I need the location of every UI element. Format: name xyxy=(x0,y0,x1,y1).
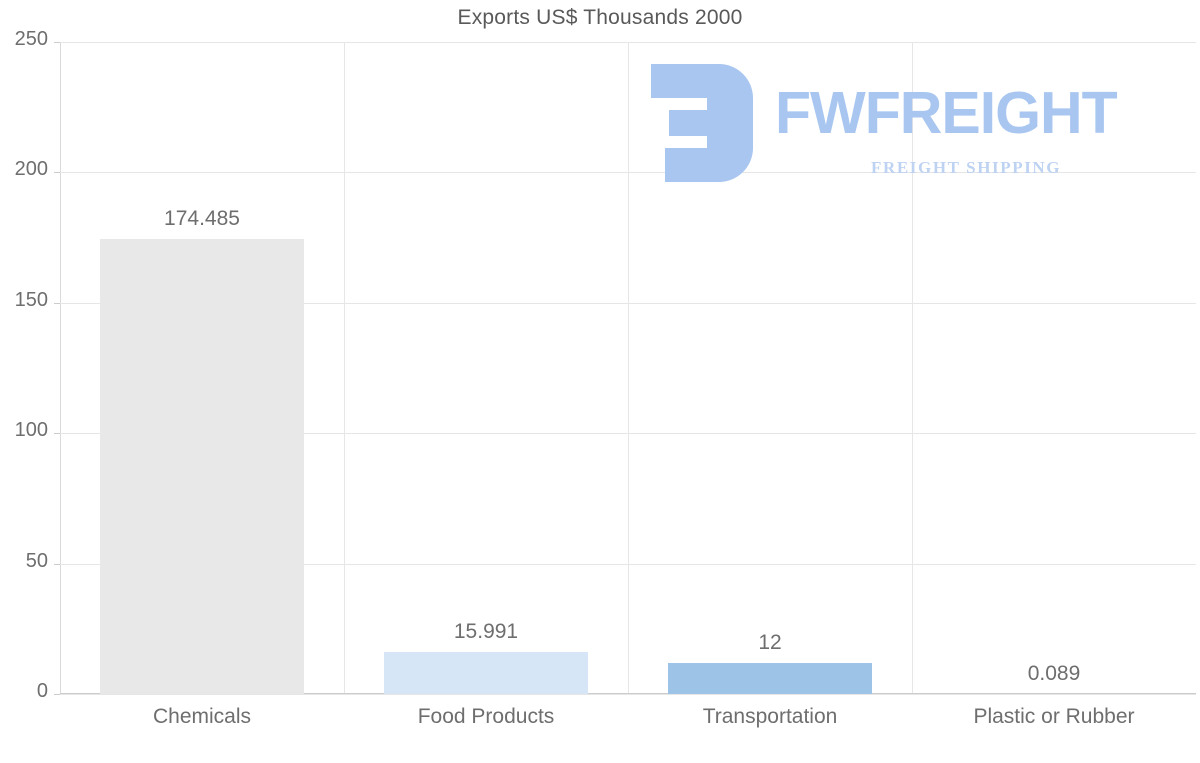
gridline-vertical xyxy=(344,42,345,694)
y-axis-tick-label: 0 xyxy=(36,680,48,702)
y-axis-tick-mark xyxy=(54,42,60,43)
x-axis-category-label: Food Products xyxy=(417,705,555,728)
y-axis-tick-mark xyxy=(54,563,60,565)
y-axis-tick-mark xyxy=(54,302,60,304)
y-axis-tick-label: 150 xyxy=(14,288,48,311)
bar-value-label: 15.991 xyxy=(453,620,519,644)
y-axis-tick-mark xyxy=(54,694,60,695)
y-axis-tick-label: 200 xyxy=(14,158,48,181)
x-axis-category-label: Chemicals xyxy=(152,705,252,728)
bar-value-label: 12 xyxy=(758,630,782,654)
x-axis-category-label: Plastic or Rubber xyxy=(973,705,1135,728)
bar[interactable] xyxy=(383,652,589,694)
bar[interactable] xyxy=(99,238,305,694)
plot-area xyxy=(60,42,1196,695)
gridline-vertical xyxy=(628,42,629,694)
x-axis-baseline xyxy=(60,693,1196,694)
bar-value-label: 0.089 xyxy=(1027,661,1081,685)
y-axis-tick-label: 250 xyxy=(14,28,48,50)
gridline-horizontal xyxy=(60,694,1196,695)
y-axis-tick-mark xyxy=(54,433,60,435)
gridline-vertical xyxy=(912,42,913,694)
chart-title: Exports US$ Thousands 2000 xyxy=(457,6,743,29)
y-axis-tick-label: 50 xyxy=(25,549,48,572)
bar[interactable] xyxy=(667,662,873,694)
y-axis-tick-label: 100 xyxy=(14,419,48,442)
x-axis-category-label: Transportation xyxy=(702,705,838,728)
y-axis-tick-mark xyxy=(54,172,60,174)
y-axis-line xyxy=(60,42,61,695)
bar-value-label: 174.485 xyxy=(164,206,240,230)
